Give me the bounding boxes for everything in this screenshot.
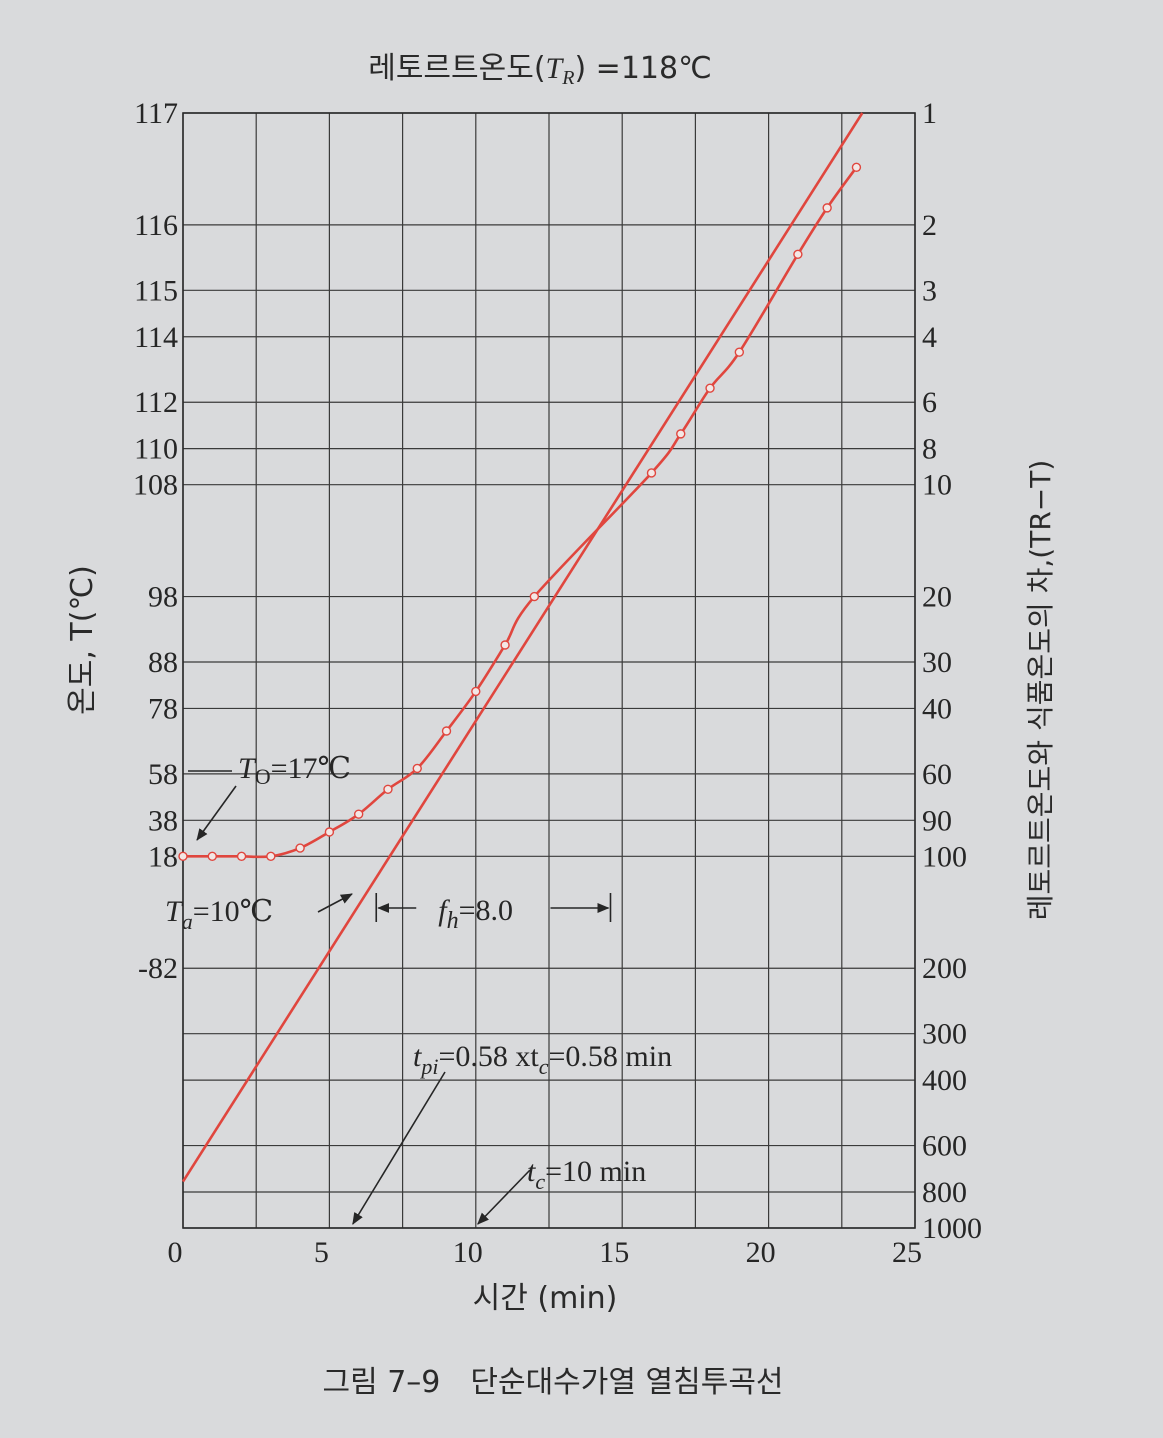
left-tick-label: 18 xyxy=(148,840,178,873)
right-tick-label: 300 xyxy=(922,1018,967,1051)
left-tick-label: 78 xyxy=(148,692,178,725)
left-tick-label: 110 xyxy=(134,433,178,466)
y-axis-label-right: 레토르트온도와 식품온도의 차,(TR−T) xyxy=(1024,460,1057,921)
left-tick-label: 117 xyxy=(134,97,178,130)
right-tick-label: 400 xyxy=(922,1064,967,1097)
y-axis-label-left: 온도, T(℃) xyxy=(65,565,100,715)
data-point xyxy=(646,468,657,478)
right-tick-label: 10 xyxy=(922,469,952,502)
right-tick-label: 90 xyxy=(922,804,952,837)
tpi-annotation: tpi=0.58 xtc=0.58 min xyxy=(413,1040,672,1079)
data-point xyxy=(822,203,832,213)
left-tick-label: 58 xyxy=(148,758,178,791)
right-tick-label: 8 xyxy=(922,433,937,466)
right-tick-label: 200 xyxy=(922,952,967,985)
data-points xyxy=(178,162,862,862)
data-point xyxy=(676,429,686,439)
left-tick-label: 116 xyxy=(134,209,178,242)
data-point xyxy=(705,383,715,393)
x-tick-label: 25 xyxy=(892,1236,922,1269)
tc-annotation: tc=10 min xyxy=(527,1155,646,1194)
right-tick-label: 3 xyxy=(922,274,937,307)
x-tick-label: 15 xyxy=(599,1236,629,1269)
plot-frame xyxy=(182,112,916,1229)
data-point xyxy=(851,162,862,173)
data-point xyxy=(178,851,188,862)
left-tick-label: 88 xyxy=(148,646,178,679)
x-axis-label: 시간 (min) xyxy=(473,1281,618,1316)
data-point xyxy=(383,784,393,794)
data-point xyxy=(236,851,247,862)
data-point xyxy=(207,851,217,862)
t0-annotation: TO=17℃ xyxy=(238,752,351,789)
grid xyxy=(182,112,916,1229)
right-tick-label: 2 xyxy=(922,209,937,242)
t0-arrow xyxy=(196,785,237,841)
left-tick-label: -82 xyxy=(138,952,178,985)
ta-annotation: Ta=10℃ xyxy=(165,895,273,934)
right-tick-label: 1 xyxy=(922,97,937,130)
data-point xyxy=(793,249,803,260)
data-point xyxy=(412,763,422,774)
left-tick-label: 114 xyxy=(134,321,178,354)
chart-title: 레토르트온도(TR) =118℃ xyxy=(368,51,712,89)
data-point xyxy=(266,851,276,862)
right-tick-label: 1000 xyxy=(922,1212,982,1245)
left-tick-label: 108 xyxy=(133,469,178,502)
left-tick-label: 98 xyxy=(148,581,178,614)
x-tick-label: 10 xyxy=(453,1236,483,1269)
left-tick-label: 38 xyxy=(148,804,178,837)
tc-arrow xyxy=(477,1169,531,1225)
fit-line xyxy=(181,112,864,1183)
x-tick-label: 5 xyxy=(314,1236,329,1269)
right-tick-label: 20 xyxy=(922,581,952,614)
x-tick-label: 0 xyxy=(168,1236,183,1269)
data-point xyxy=(500,640,510,650)
figure-caption: 그림 7–9 단순대수가열 열침투곡선 xyxy=(322,1365,783,1400)
right-tick-label: 60 xyxy=(922,758,952,791)
x-axis-ticks: 0 5 10 15 20 25 xyxy=(168,1236,923,1269)
data-point xyxy=(441,726,452,736)
right-tick-label: 30 xyxy=(922,646,952,679)
tpi-arrow xyxy=(352,1071,446,1225)
data-point xyxy=(529,591,540,602)
data-point xyxy=(324,827,335,837)
left-tick-label: 112 xyxy=(134,386,178,419)
right-tick-label: 800 xyxy=(922,1176,967,1209)
data-point xyxy=(295,843,305,853)
ta-arrow xyxy=(317,893,353,913)
right-tick-label: 100 xyxy=(922,840,967,873)
x-tick-label: 20 xyxy=(746,1236,776,1269)
data-point xyxy=(471,686,481,697)
right-tick-label: 40 xyxy=(922,692,952,725)
data-point xyxy=(353,809,364,819)
right-tick-label: 4 xyxy=(922,321,937,354)
left-tick-label: 115 xyxy=(134,274,178,307)
data-point xyxy=(734,347,745,357)
right-tick-label: 6 xyxy=(922,386,937,419)
right-tick-label: 600 xyxy=(922,1130,967,1163)
